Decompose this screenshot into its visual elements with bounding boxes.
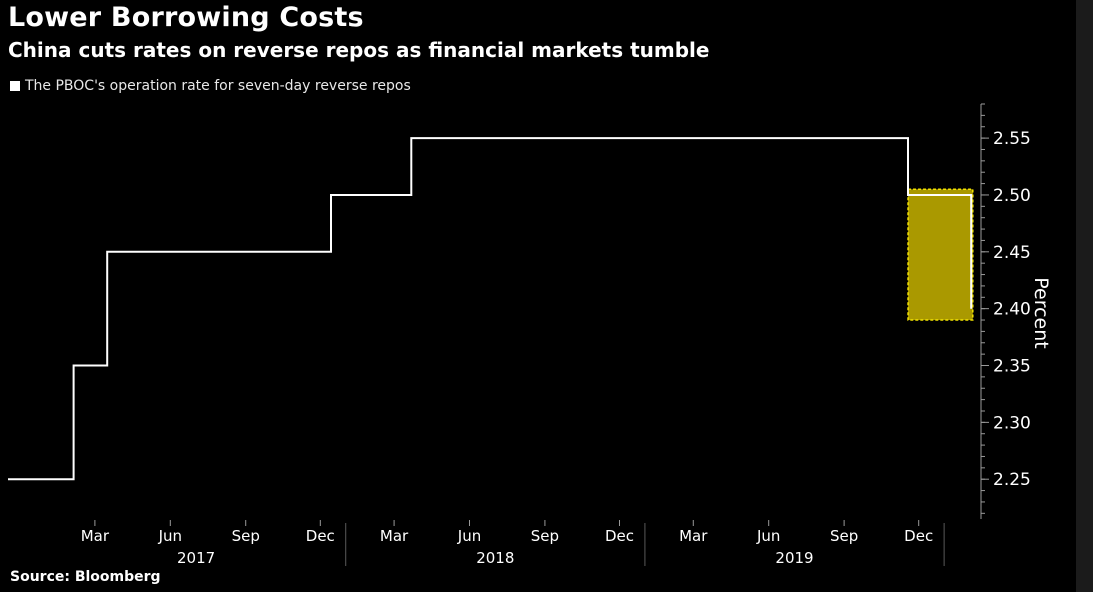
x-tick-label: Sep (531, 527, 559, 545)
x-year-label: 2018 (476, 549, 514, 567)
x-tick-label: Jun (756, 527, 780, 545)
highlight-layer (907, 188, 974, 321)
y-tick-label: 2.45 (993, 243, 1031, 263)
y-tick-label: 2.50 (993, 186, 1031, 206)
series-layer (8, 137, 973, 481)
y-tick-label: 2.35 (993, 357, 1031, 377)
series-line-0 (8, 137, 973, 481)
y-tick-label: 2.25 (993, 470, 1031, 490)
highlight-box (907, 188, 974, 321)
chart-subtitle: China cuts rates on reverse repos as fin… (8, 38, 710, 62)
legend-label: The PBOC's operation rate for seven-day … (25, 78, 411, 94)
x-tick-label: Sep (830, 527, 858, 545)
x-tick-label: Jun (158, 527, 182, 545)
x-tick-label: Sep (232, 527, 260, 545)
x-tick-label: Dec (904, 527, 933, 545)
x-year-label: 2019 (775, 549, 813, 567)
y-tick-label: 2.30 (993, 413, 1031, 433)
y-tick-label: 2.55 (993, 129, 1031, 149)
x-tick-label: Jun (457, 527, 481, 545)
x-tick-label: Dec (605, 527, 634, 545)
x-year-label: 2017 (177, 549, 215, 567)
y-tick-label: 2.40 (993, 300, 1031, 320)
x-tick-label: Mar (679, 527, 708, 545)
x-tick-label: Mar (380, 527, 409, 545)
x-tick-label: Dec (306, 527, 335, 545)
source-note: Source: Bloomberg (10, 569, 161, 585)
axis-layer: 2.25 2.30 2.35 2.40 2.45 2.50 2.55 Percent Mar Ju… (81, 103, 1052, 567)
legend-swatch-icon (10, 81, 20, 91)
legend: The PBOC's operation rate for seven-day … (10, 78, 411, 94)
x-tick-label: Mar (81, 527, 110, 545)
window-edge (1076, 0, 1093, 592)
y-axis-title: Percent (1030, 277, 1052, 349)
chart-title: Lower Borrowing Costs (8, 2, 364, 33)
